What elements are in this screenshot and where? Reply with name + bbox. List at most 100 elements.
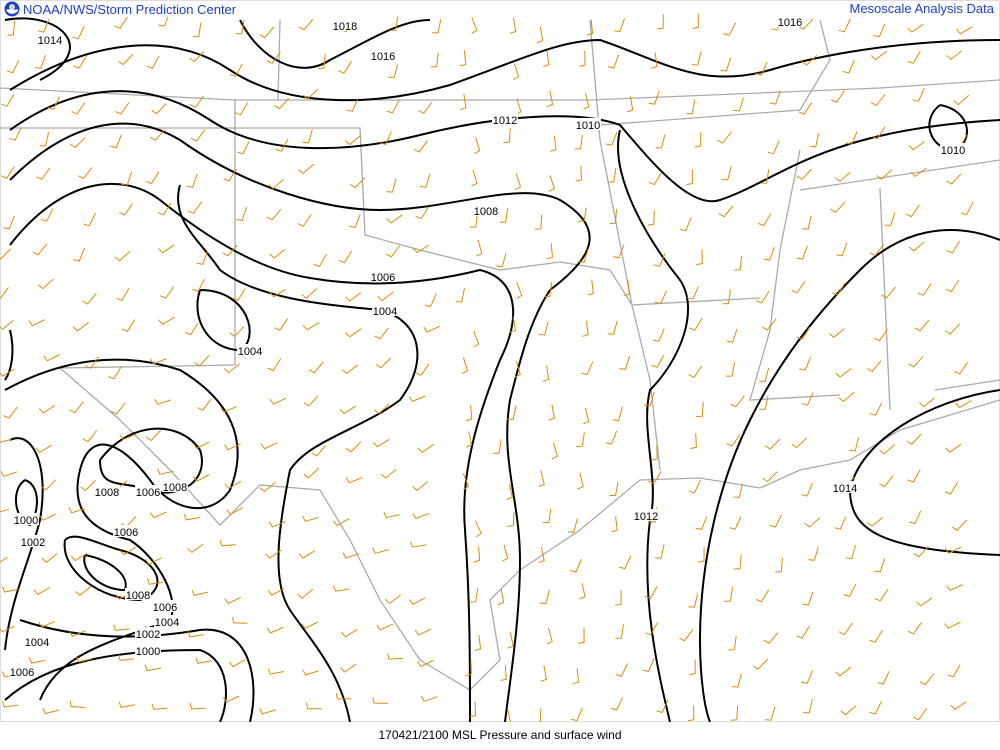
wind-barb <box>874 558 886 573</box>
wind-barb <box>302 322 320 331</box>
wind-barb <box>757 213 772 227</box>
wind-barb <box>947 664 961 678</box>
wind-barb <box>910 167 927 178</box>
isobar-label: 1002 <box>21 537 45 549</box>
wind-barb <box>37 278 54 290</box>
wind-barb <box>39 132 50 147</box>
wind-barb <box>32 243 48 256</box>
wind-barb <box>615 663 629 677</box>
isobar-label: 1008 <box>163 482 187 494</box>
wind-barb <box>298 163 315 175</box>
isobar-label: 1000 <box>136 646 160 658</box>
wind-barb <box>695 516 708 530</box>
wind-barb <box>0 556 8 563</box>
wind-barb <box>913 546 929 558</box>
wind-barb <box>679 217 692 232</box>
wind-barb <box>618 555 632 570</box>
wind-barb <box>692 13 699 30</box>
wind-barb <box>72 322 89 332</box>
wind-barb <box>145 429 162 442</box>
wind-barb <box>469 701 477 718</box>
wind-barb <box>686 99 696 115</box>
wind-barb <box>72 25 85 40</box>
wind-barb <box>195 657 212 664</box>
wind-barb <box>609 209 617 225</box>
wind-barb <box>838 18 851 33</box>
wind-barb <box>0 319 14 330</box>
wind-barb <box>908 141 925 151</box>
wind-barb <box>189 95 205 108</box>
wind-barb <box>907 622 923 635</box>
wind-barb <box>267 668 285 675</box>
wind-barb <box>542 508 552 524</box>
wind-barb <box>873 328 888 342</box>
wind-barb <box>612 406 623 421</box>
wind-barb <box>689 659 696 676</box>
wind-barb <box>717 131 732 144</box>
wind-barb <box>791 437 808 449</box>
wind-barb <box>718 205 734 218</box>
wind-barb <box>696 249 703 266</box>
wind-barb <box>576 432 585 447</box>
wind-barb <box>0 287 9 300</box>
wind-barb <box>151 103 167 115</box>
isobar-label: 1004 <box>373 306 397 318</box>
wind-barb <box>275 138 289 152</box>
wind-barb <box>339 405 357 415</box>
wind-barb <box>110 134 122 149</box>
wind-barb <box>149 358 167 365</box>
wind-barb <box>413 140 428 153</box>
wind-barb <box>82 430 97 443</box>
wind-barb <box>866 360 882 373</box>
wind-barb <box>615 624 624 639</box>
wind-barb <box>465 405 473 422</box>
wind-barb <box>540 665 547 682</box>
wind-barb <box>474 634 482 652</box>
wind-barb <box>691 51 702 66</box>
wind-barb <box>345 328 362 338</box>
wind-barb <box>219 539 236 547</box>
wind-barb <box>40 208 54 222</box>
wind-barb <box>760 169 770 184</box>
wind-barb <box>47 96 60 110</box>
wind-barb <box>157 468 174 475</box>
wind-barb <box>226 507 243 516</box>
wind-barb <box>572 668 580 685</box>
wind-barb <box>118 203 134 216</box>
wind-barb <box>755 589 770 603</box>
wind-barb <box>35 444 53 453</box>
wind-barb <box>303 467 320 479</box>
wind-barb <box>121 319 136 332</box>
wind-barb <box>951 519 968 531</box>
wind-barb <box>912 708 928 721</box>
wind-barb <box>114 250 131 262</box>
wind-barb <box>380 468 397 479</box>
wind-barb <box>70 552 88 562</box>
wind-barb <box>414 628 432 636</box>
isobar-label: 1018 <box>333 21 357 33</box>
wind-barb <box>874 588 889 602</box>
wind-barb <box>194 355 210 367</box>
wind-barb <box>2 701 19 708</box>
wind-barb <box>647 210 655 226</box>
wind-barb <box>6 59 20 74</box>
wind-barb <box>192 278 206 292</box>
wind-barb <box>654 290 667 305</box>
wind-barb <box>372 547 389 554</box>
wind-barb <box>687 705 695 722</box>
wind-barb <box>0 248 11 260</box>
wind-barb <box>345 477 363 484</box>
wind-barb <box>417 443 435 453</box>
wind-barb <box>73 247 85 262</box>
isobar-label: 1016 <box>778 17 802 29</box>
wind-barb <box>605 430 618 445</box>
wind-barb <box>607 168 617 183</box>
wind-barb <box>945 443 962 453</box>
wind-barb <box>496 253 507 268</box>
wind-barb <box>412 481 429 492</box>
wind-barb <box>160 286 175 299</box>
wind-barb <box>158 13 170 27</box>
wind-barb <box>191 589 209 596</box>
wind-barb <box>767 140 780 155</box>
